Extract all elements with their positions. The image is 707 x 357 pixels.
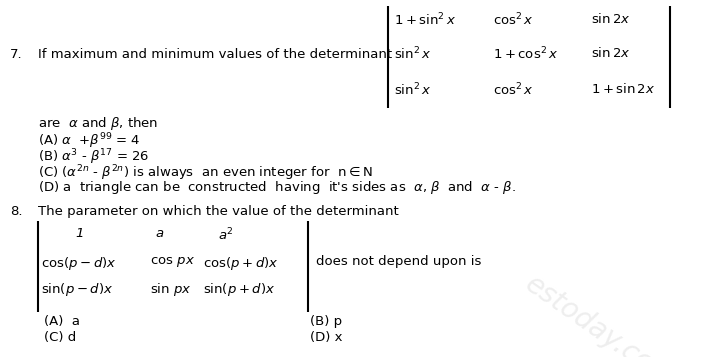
Text: (A) $\alpha$  +$\beta^{99}$ = 4: (A) $\alpha$ +$\beta^{99}$ = 4 (38, 131, 141, 151)
Text: $1+\sin 2x$: $1+\sin 2x$ (591, 82, 655, 96)
Text: 1: 1 (75, 227, 83, 240)
Text: (B) p: (B) p (310, 315, 342, 328)
Text: (C) d: (C) d (44, 331, 76, 344)
Text: $\cos(p+d)x$: $\cos(p+d)x$ (203, 255, 279, 272)
Text: $1+\sin^2 x$: $1+\sin^2 x$ (394, 12, 456, 29)
Text: $\sin^2 x$: $\sin^2 x$ (394, 82, 431, 99)
Text: (C) ($\alpha^{2n}$ - $\beta^{2n}$) is always  an even integer for  n$\in$N: (C) ($\alpha^{2n}$ - $\beta^{2n}$) is al… (38, 163, 373, 182)
Text: The parameter on which the value of the determinant: The parameter on which the value of the … (38, 205, 399, 218)
Text: (D) a  triangle can be  constructed  having  it's sides as  $\alpha$, $\beta$  a: (D) a triangle can be constructed having… (38, 179, 516, 196)
Text: $\sin 2x$: $\sin 2x$ (591, 12, 631, 26)
Text: are  $\alpha$ and $\beta$, then: are $\alpha$ and $\beta$, then (38, 115, 158, 132)
Text: does not depend upon is: does not depend upon is (316, 255, 481, 268)
Text: $a^2$: $a^2$ (218, 227, 233, 243)
Text: estoday.com: estoday.com (520, 270, 681, 357)
Text: (D) x: (D) x (310, 331, 342, 344)
Text: $\sin^2 x$: $\sin^2 x$ (394, 46, 431, 62)
Text: $\sin\,px$: $\sin\,px$ (150, 281, 192, 298)
Text: $\cos(p-d)x$: $\cos(p-d)x$ (41, 255, 117, 272)
Text: $\cos\,px$: $\cos\,px$ (150, 255, 195, 269)
Text: 8.: 8. (10, 205, 23, 218)
Text: $\cos^2 x$: $\cos^2 x$ (493, 82, 534, 99)
Text: If maximum and minimum values of the determinant: If maximum and minimum values of the det… (38, 48, 392, 61)
Text: $\sin 2x$: $\sin 2x$ (591, 46, 631, 60)
Text: $\cos^2 x$: $\cos^2 x$ (493, 12, 534, 29)
Text: $\sin(p-d)x$: $\sin(p-d)x$ (41, 281, 113, 298)
Text: (A)  a: (A) a (44, 315, 80, 328)
Text: $\sin(p+d)x$: $\sin(p+d)x$ (203, 281, 275, 298)
Text: $1+\cos^2 x$: $1+\cos^2 x$ (493, 46, 559, 62)
Text: (B) $\alpha^3$ - $\beta^{17}$ = 26: (B) $\alpha^3$ - $\beta^{17}$ = 26 (38, 147, 149, 167)
Text: a: a (155, 227, 163, 240)
Text: 7.: 7. (10, 48, 23, 61)
